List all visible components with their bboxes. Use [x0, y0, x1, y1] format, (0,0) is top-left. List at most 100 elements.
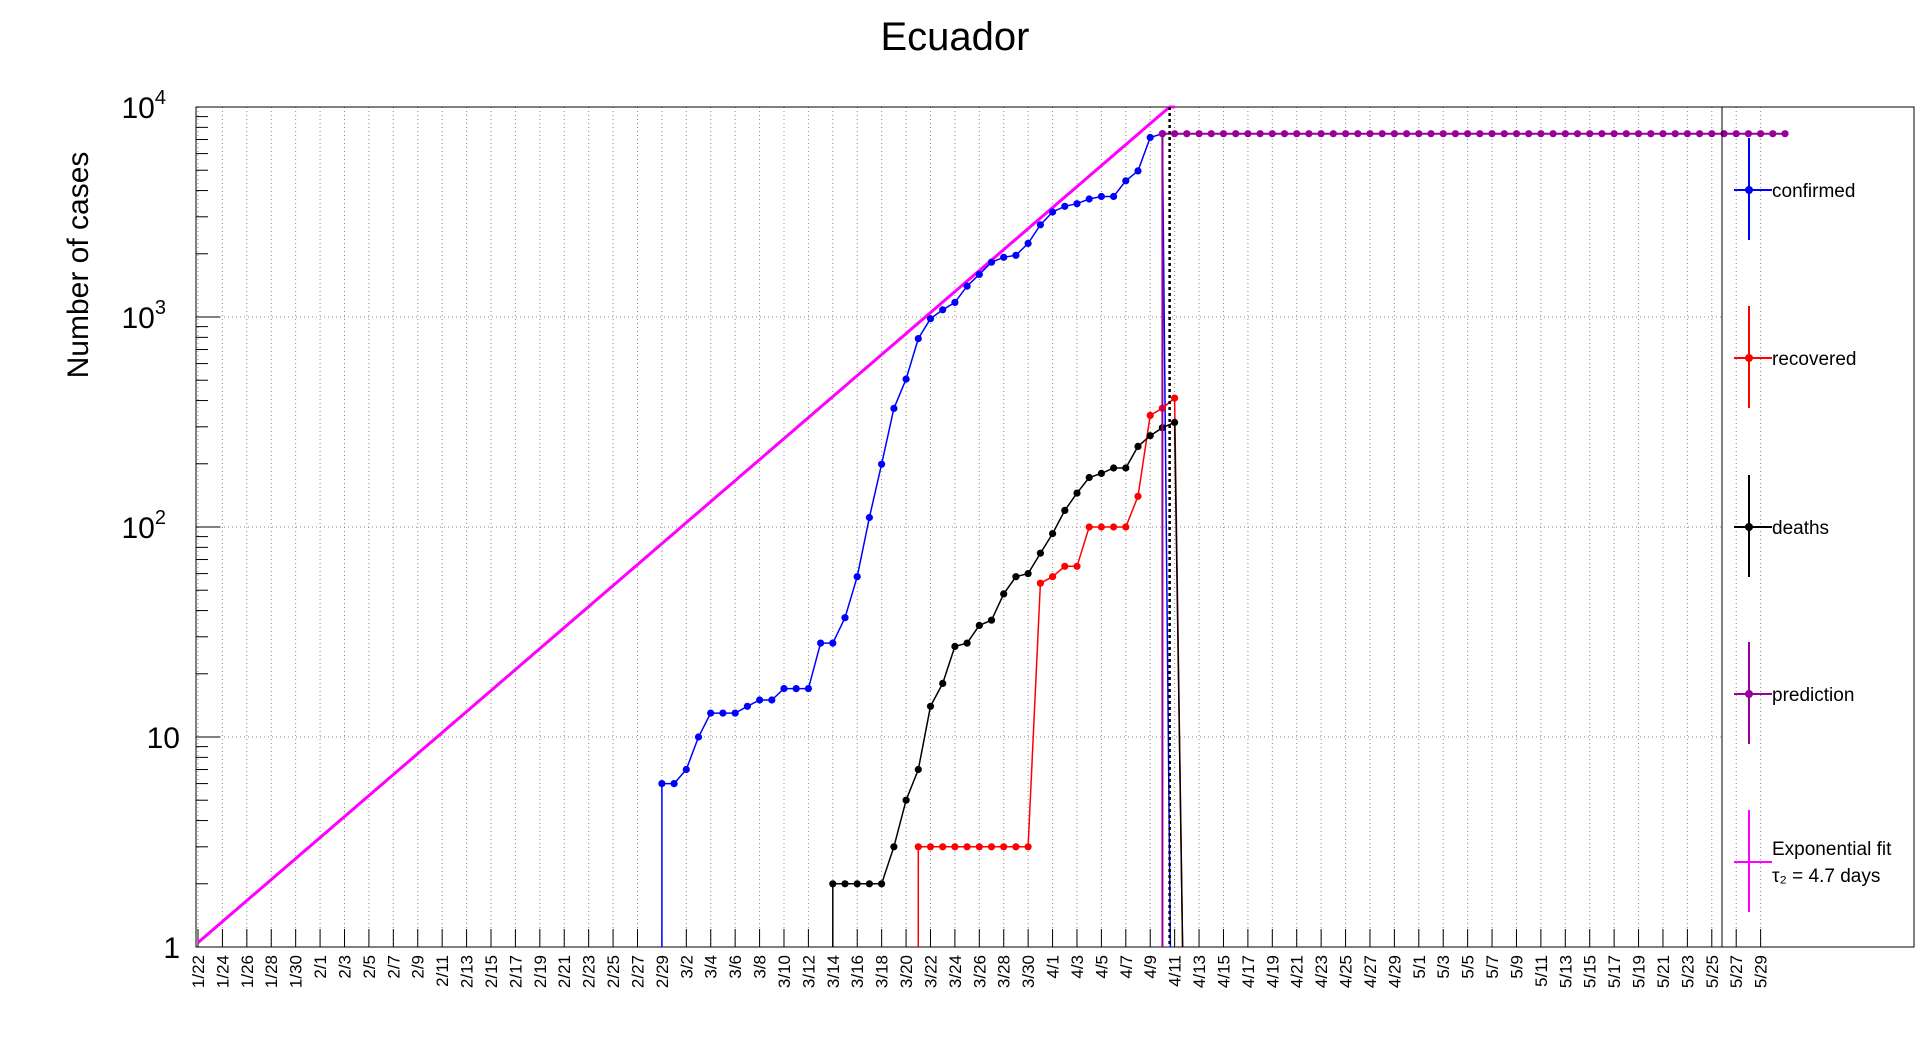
- series-point-recovered: [1110, 523, 1118, 531]
- series-point-deaths: [1134, 442, 1142, 450]
- x-tick-label: 3/14: [824, 955, 843, 988]
- legend-marker-prediction: [1745, 690, 1753, 698]
- x-tick-label: 1/22: [189, 955, 208, 988]
- series-point-recovered: [1024, 843, 1032, 851]
- series-point-confirmed: [939, 306, 947, 314]
- series-point-prediction: [1219, 130, 1228, 138]
- series-point-deaths: [939, 679, 947, 688]
- series-point-confirmed: [1049, 208, 1057, 216]
- series-point-deaths: [1012, 573, 1020, 581]
- series-point-prediction: [1598, 130, 1606, 138]
- series-point-deaths: [1110, 464, 1118, 472]
- x-tick-label: 2/15: [482, 955, 501, 988]
- series-point-recovered: [1000, 843, 1008, 851]
- series-point-confirmed: [1073, 200, 1081, 208]
- series-point-confirmed: [841, 614, 849, 622]
- series-point-confirmed: [1097, 192, 1105, 201]
- series-point-confirmed: [914, 335, 922, 343]
- series-point-prediction: [1512, 130, 1521, 138]
- x-tick-label: 1/24: [213, 955, 232, 988]
- series-point-deaths: [963, 639, 971, 647]
- series-point-prediction: [1720, 130, 1728, 138]
- series-point-deaths: [914, 765, 922, 774]
- series-point-prediction: [1586, 130, 1594, 138]
- series-point-recovered: [1085, 523, 1093, 531]
- chart-title: Ecuador: [881, 15, 1030, 59]
- series-point-prediction: [1439, 130, 1447, 138]
- series-point-confirmed: [731, 709, 739, 717]
- series-point-deaths: [865, 880, 874, 888]
- series-point-recovered: [1012, 843, 1020, 851]
- series-point-deaths: [853, 880, 861, 888]
- series-point-confirmed: [878, 460, 886, 468]
- x-tick-label: 5/17: [1605, 955, 1624, 988]
- series-point-prediction: [1488, 130, 1496, 138]
- series-point-deaths: [902, 796, 910, 804]
- x-tick-label: 4/21: [1288, 955, 1307, 988]
- x-tick-label: 4/3: [1068, 955, 1087, 979]
- x-tick-label: 2/23: [580, 955, 599, 988]
- series-point-deaths: [975, 621, 983, 630]
- x-tick-label: 5/11: [1532, 955, 1551, 987]
- x-tick-label: 3/4: [702, 955, 721, 979]
- series-point-recovered: [1122, 523, 1130, 531]
- series-point-deaths: [1036, 549, 1044, 557]
- x-tick-label: 2/11: [433, 955, 452, 987]
- series-point-deaths: [987, 616, 996, 624]
- series-point-prediction: [1183, 130, 1191, 138]
- series-point-confirmed: [1000, 253, 1008, 261]
- series-point-confirmed: [987, 258, 996, 266]
- series-point-recovered: [1061, 562, 1069, 570]
- x-tick-label: 5/3: [1434, 955, 1453, 979]
- series-point-recovered: [926, 843, 935, 851]
- x-tick-label: 2/17: [506, 955, 525, 988]
- x-tick-label: 5/19: [1630, 955, 1649, 988]
- series-point-confirmed: [743, 702, 752, 710]
- series-point-deaths: [1049, 530, 1057, 538]
- x-tick-label: 3/8: [751, 955, 770, 979]
- series-point-confirmed: [902, 375, 910, 383]
- x-tick-label: 3/6: [726, 955, 745, 979]
- series-point-prediction: [1268, 130, 1276, 138]
- x-tick-label: 2/25: [604, 955, 623, 988]
- series-point-prediction: [1366, 130, 1374, 138]
- x-tick-label: 4/15: [1214, 955, 1233, 988]
- series-point-recovered: [951, 843, 959, 851]
- x-tick-label: 2/27: [628, 955, 647, 988]
- x-tick-label: 3/28: [995, 955, 1014, 988]
- series-point-prediction: [1744, 130, 1752, 138]
- x-tick-label: 3/22: [921, 955, 940, 988]
- x-tick-label: 1/26: [238, 955, 257, 988]
- series-point-deaths: [890, 843, 898, 851]
- legend-marker-confirmed: [1745, 186, 1753, 194]
- x-tick-label: 3/20: [897, 955, 916, 988]
- y-tick-label: 10: [147, 722, 180, 755]
- y-tick-label: 104: [122, 87, 167, 125]
- series-point-confirmed: [707, 709, 715, 717]
- x-tick-label: 2/5: [360, 955, 379, 979]
- series-point-prediction: [1647, 130, 1655, 138]
- series-point-prediction: [1537, 130, 1545, 138]
- series-point-confirmed: [1061, 202, 1069, 210]
- x-tick-label: 4/19: [1263, 955, 1282, 988]
- x-tick-label: 1/30: [287, 955, 306, 988]
- x-tick-label: 3/30: [1019, 955, 1038, 988]
- legend-marker-recovered: [1745, 354, 1753, 362]
- series-point-prediction: [1256, 130, 1264, 138]
- y-tick-exponent: 3: [155, 297, 166, 319]
- legend-layer: confirmed recovered deaths prediction Expone…: [1721, 106, 1915, 948]
- series-point-prediction: [1464, 130, 1472, 138]
- series-point-deaths: [1061, 506, 1069, 514]
- x-tick-label: 4/5: [1092, 955, 1111, 979]
- series-point-prediction: [1305, 130, 1313, 138]
- x-tick-label: 4/23: [1312, 955, 1331, 988]
- series-point-prediction: [1500, 130, 1508, 138]
- x-tick-label: 5/5: [1459, 955, 1478, 979]
- x-tick-label: 3/12: [799, 955, 818, 988]
- x-tick-label: 3/16: [848, 955, 867, 988]
- x-tick-label: 5/13: [1556, 955, 1575, 988]
- x-tick-label: 2/9: [409, 955, 428, 979]
- series-point-prediction: [1757, 130, 1765, 138]
- series-point-recovered: [1073, 562, 1081, 570]
